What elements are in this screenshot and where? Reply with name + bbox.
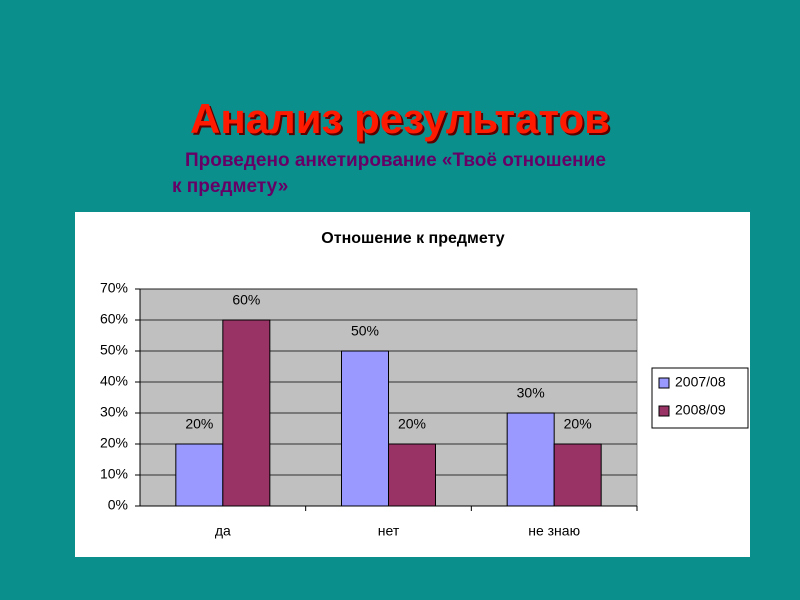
bar [222,319,271,507]
title-shadow: Анализ результатов [192,97,612,144]
y-tick-label: 20% [100,435,128,451]
y-tick-label: 40% [100,373,128,389]
legend-label: 2007/08 [675,374,726,390]
bar [341,350,389,507]
subtitle: к предмету» [172,176,288,197]
bar [506,412,555,507]
y-tick-label: 50% [100,342,128,358]
subtitle: Проведено анкетирование «Твоё отношение [185,150,606,171]
bar [388,443,436,507]
value-label: 30% [517,385,545,401]
slide-title: Анализ результатов [190,95,610,142]
legend-swatch [658,405,670,417]
y-tick-label: 30% [100,404,128,420]
value-label: 60% [232,292,260,308]
bar [553,443,602,507]
y-tick-label: 10% [100,466,128,482]
legend-swatch [658,377,670,389]
value-label: 20% [398,416,426,432]
bar [175,443,224,507]
value-label: 20% [564,416,592,432]
legend-label: 2008/09 [675,402,726,418]
y-tick-label: 0% [108,497,128,513]
value-label: 20% [185,416,213,432]
x-tick-label: не знаю [528,523,580,539]
value-label: 50% [351,323,379,339]
y-tick-label: 70% [100,280,128,296]
x-tick-label: да [215,523,231,539]
y-tick-label: 60% [100,311,128,327]
x-tick-label: нет [378,523,400,539]
chart-title: Отношение к предмету [321,230,505,247]
